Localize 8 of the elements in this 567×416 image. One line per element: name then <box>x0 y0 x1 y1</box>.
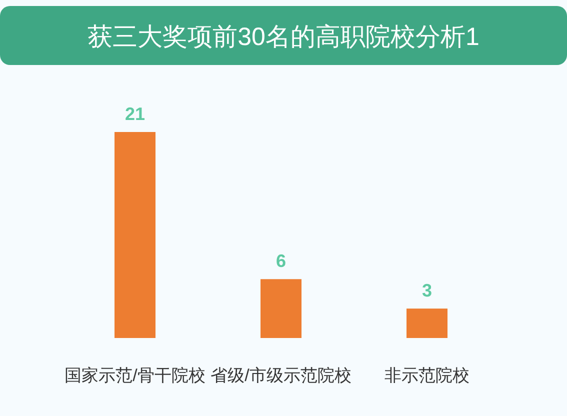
x-tick-label: 省级/市级示范院校 <box>210 366 352 385</box>
x-tick-label: 非示范院校 <box>384 366 470 385</box>
data-label: 3 <box>422 280 432 301</box>
x-tick-label: 国家示范/骨干院校 <box>64 366 206 385</box>
chart-title: 获三大奖项前30名的高职院校分析1 <box>88 23 480 51</box>
title: 获三大奖项前30名的高职院校分析1 <box>0 6 567 65</box>
data-label: 21 <box>124 104 146 124</box>
data-label: 6 <box>276 251 286 272</box>
